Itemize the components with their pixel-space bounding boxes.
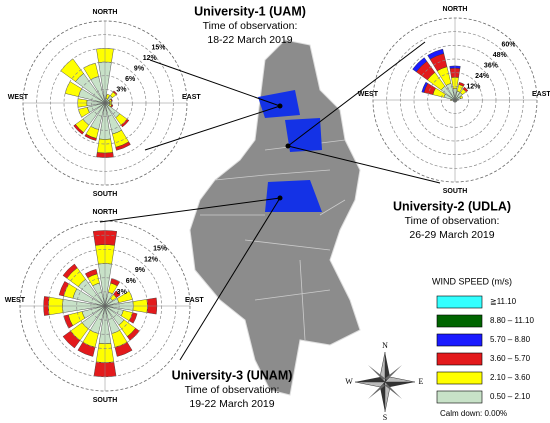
wind-rose: 3% 6% 9% 12% 15% NORTH EAST SOUTH WEST xyxy=(8,9,202,198)
connectors xyxy=(99,41,441,361)
rose-subtitle: Time of observation: xyxy=(185,384,280,396)
city-map xyxy=(189,39,361,396)
petal-segment xyxy=(63,314,74,329)
legend-label: ≧11.10 xyxy=(490,297,517,306)
compass-label: N xyxy=(382,341,388,350)
rose-date: 26-29 March 2019 xyxy=(409,229,494,241)
rose-title: University-1 (UAM) xyxy=(194,4,306,18)
legend-label: 5.70 – 8.80 xyxy=(490,335,531,344)
legend-label: 8.80 – 11.10 xyxy=(490,316,534,325)
ring-label: 15% xyxy=(151,44,166,51)
legend-note: Calm down: 0.00% xyxy=(440,409,507,418)
ring-label: 48% xyxy=(493,52,508,59)
petal-segment xyxy=(84,133,97,141)
ring-label: 3% xyxy=(117,289,128,296)
direction-label: WEST xyxy=(5,297,26,304)
legend-swatch xyxy=(436,371,483,385)
direction-label: EAST xyxy=(182,94,201,101)
ring-label: 3% xyxy=(116,86,127,93)
petal-segment xyxy=(110,98,113,102)
direction-label: SOUTH xyxy=(93,191,118,198)
ring-label: 12% xyxy=(144,256,159,263)
map xyxy=(99,39,441,396)
unam-area xyxy=(265,180,322,212)
rose-title: University-2 (UDLA) xyxy=(393,199,511,213)
ring-label: 36% xyxy=(484,62,499,69)
petal-segment xyxy=(110,104,114,108)
legend-label: 0.50 – 2.10 xyxy=(490,392,531,401)
legend-title: WIND SPEED (m/s) xyxy=(432,276,512,286)
legend-swatch xyxy=(436,352,483,366)
petal-segment xyxy=(427,48,445,60)
direction-label: EAST xyxy=(185,297,204,304)
petal-segment xyxy=(78,107,90,118)
legend-label: 3.60 – 5.70 xyxy=(490,354,531,363)
district-borders xyxy=(200,139,346,341)
ring-label: 6% xyxy=(126,278,137,285)
petal-segment xyxy=(458,82,465,87)
legend-label: 2.10 – 3.60 xyxy=(490,373,531,382)
rose-title: University-3 (UNAM) xyxy=(172,368,293,382)
direction-label: SOUTH xyxy=(443,188,468,195)
rose-subtitle: Time of observation: xyxy=(203,20,298,32)
compass-rose: N E S W xyxy=(345,341,423,422)
rose-date: 18-22 March 2019 xyxy=(207,34,292,46)
udla-area xyxy=(285,118,322,152)
petal-segment xyxy=(459,95,463,99)
direction-label: NORTH xyxy=(93,9,118,16)
legend-swatch xyxy=(436,390,483,404)
petal-segment xyxy=(412,57,428,73)
ring-label: 60% xyxy=(501,41,516,48)
petal-segment xyxy=(421,81,429,93)
legend-swatch xyxy=(436,333,483,347)
direction-label: NORTH xyxy=(93,209,118,216)
compass-label: E xyxy=(419,377,424,386)
petal-segment xyxy=(115,141,131,151)
ring-label: 12% xyxy=(466,83,481,90)
legend-swatch xyxy=(436,295,483,309)
petal-segment xyxy=(62,263,78,279)
petal-segment xyxy=(84,269,98,279)
compass-label: S xyxy=(383,413,387,422)
direction-label: NORTH xyxy=(443,6,468,13)
ring-label: 12% xyxy=(143,55,158,62)
direction-label: SOUTH xyxy=(93,397,118,404)
legend: WIND SPEED (m/s) Calm down: 0.00% ≧11.10… xyxy=(432,276,534,418)
wind-rose: 3% 6% 9% 12% 15% NORTH EAST SOUTH WEST xyxy=(5,209,205,404)
rose-subtitle: Time of observation: xyxy=(405,215,500,227)
direction-label: EAST xyxy=(532,91,550,98)
legend-swatch xyxy=(436,314,483,328)
ring-label: 6% xyxy=(125,76,136,83)
direction-label: WEST xyxy=(358,91,379,98)
direction-label: WEST xyxy=(8,94,29,101)
wind-rose: 12% 24% 36% 48% 60% NORTH EAST SOUTH WEST xyxy=(358,6,550,195)
rose-date: 19-22 March 2019 xyxy=(189,398,274,410)
ring-label: 24% xyxy=(475,73,490,80)
ring-label: 9% xyxy=(134,65,145,72)
petal-segment xyxy=(73,124,84,135)
petal-segment xyxy=(105,93,111,100)
compass-label: W xyxy=(345,377,353,386)
ring-label: 9% xyxy=(135,267,146,274)
ring-label: 15% xyxy=(153,246,168,253)
